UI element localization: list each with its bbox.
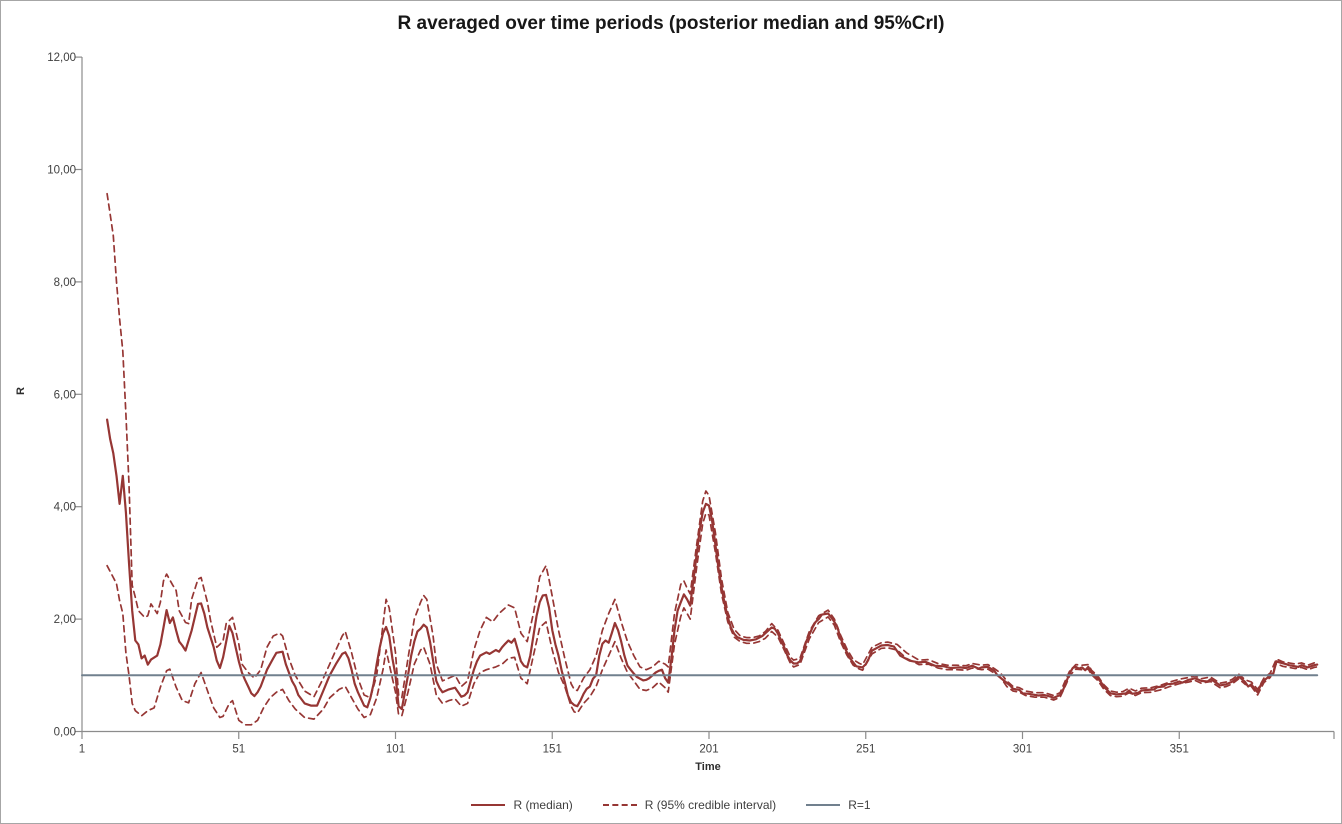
legend-label: R=1: [848, 798, 871, 812]
legend-item-r1: R=1: [806, 798, 871, 812]
median-line[interactable]: [105, 418, 1319, 711]
x-tick-label: 251: [856, 744, 875, 756]
legend-label: R (95% credible interval): [644, 798, 777, 812]
ci-lower-line[interactable]: [106, 512, 1319, 726]
legend-label: R (median): [513, 798, 573, 812]
y-tick-label: 4,00: [54, 502, 76, 514]
legend-item-median: R (median): [471, 798, 573, 812]
y-tick-label: 0,00: [54, 727, 76, 739]
y-tick-label: 8,00: [54, 277, 76, 289]
y-tick-label: 12,00: [47, 52, 76, 64]
x-tick-label: 201: [699, 744, 718, 756]
x-tick-label: 51: [232, 744, 245, 756]
x-tick-label: 1: [79, 744, 85, 756]
y-tick-label: 10,00: [47, 165, 76, 177]
credible-interval-line-sample-icon: [602, 804, 637, 806]
chart-title: R averaged over time periods (posterior …: [397, 13, 945, 34]
x-tick-label: 151: [543, 744, 562, 756]
y-tick-label: 2,00: [54, 614, 76, 626]
median-line-sample-icon: [471, 804, 506, 806]
y-tick-label: 6,00: [54, 389, 76, 401]
r1-line-sample-icon: [806, 804, 841, 806]
legend-item-credible-interval: R (95% credible interval): [602, 798, 777, 812]
x-tick-label: 301: [1013, 744, 1032, 756]
x-tick-label: 101: [386, 744, 405, 756]
chart-legend: R (median) R (95% credible interval) R=1: [1, 798, 1341, 812]
x-tick-label: 351: [1170, 744, 1189, 756]
ci-upper-line[interactable]: [106, 192, 1319, 699]
x-axis-title: Time: [695, 761, 721, 773]
